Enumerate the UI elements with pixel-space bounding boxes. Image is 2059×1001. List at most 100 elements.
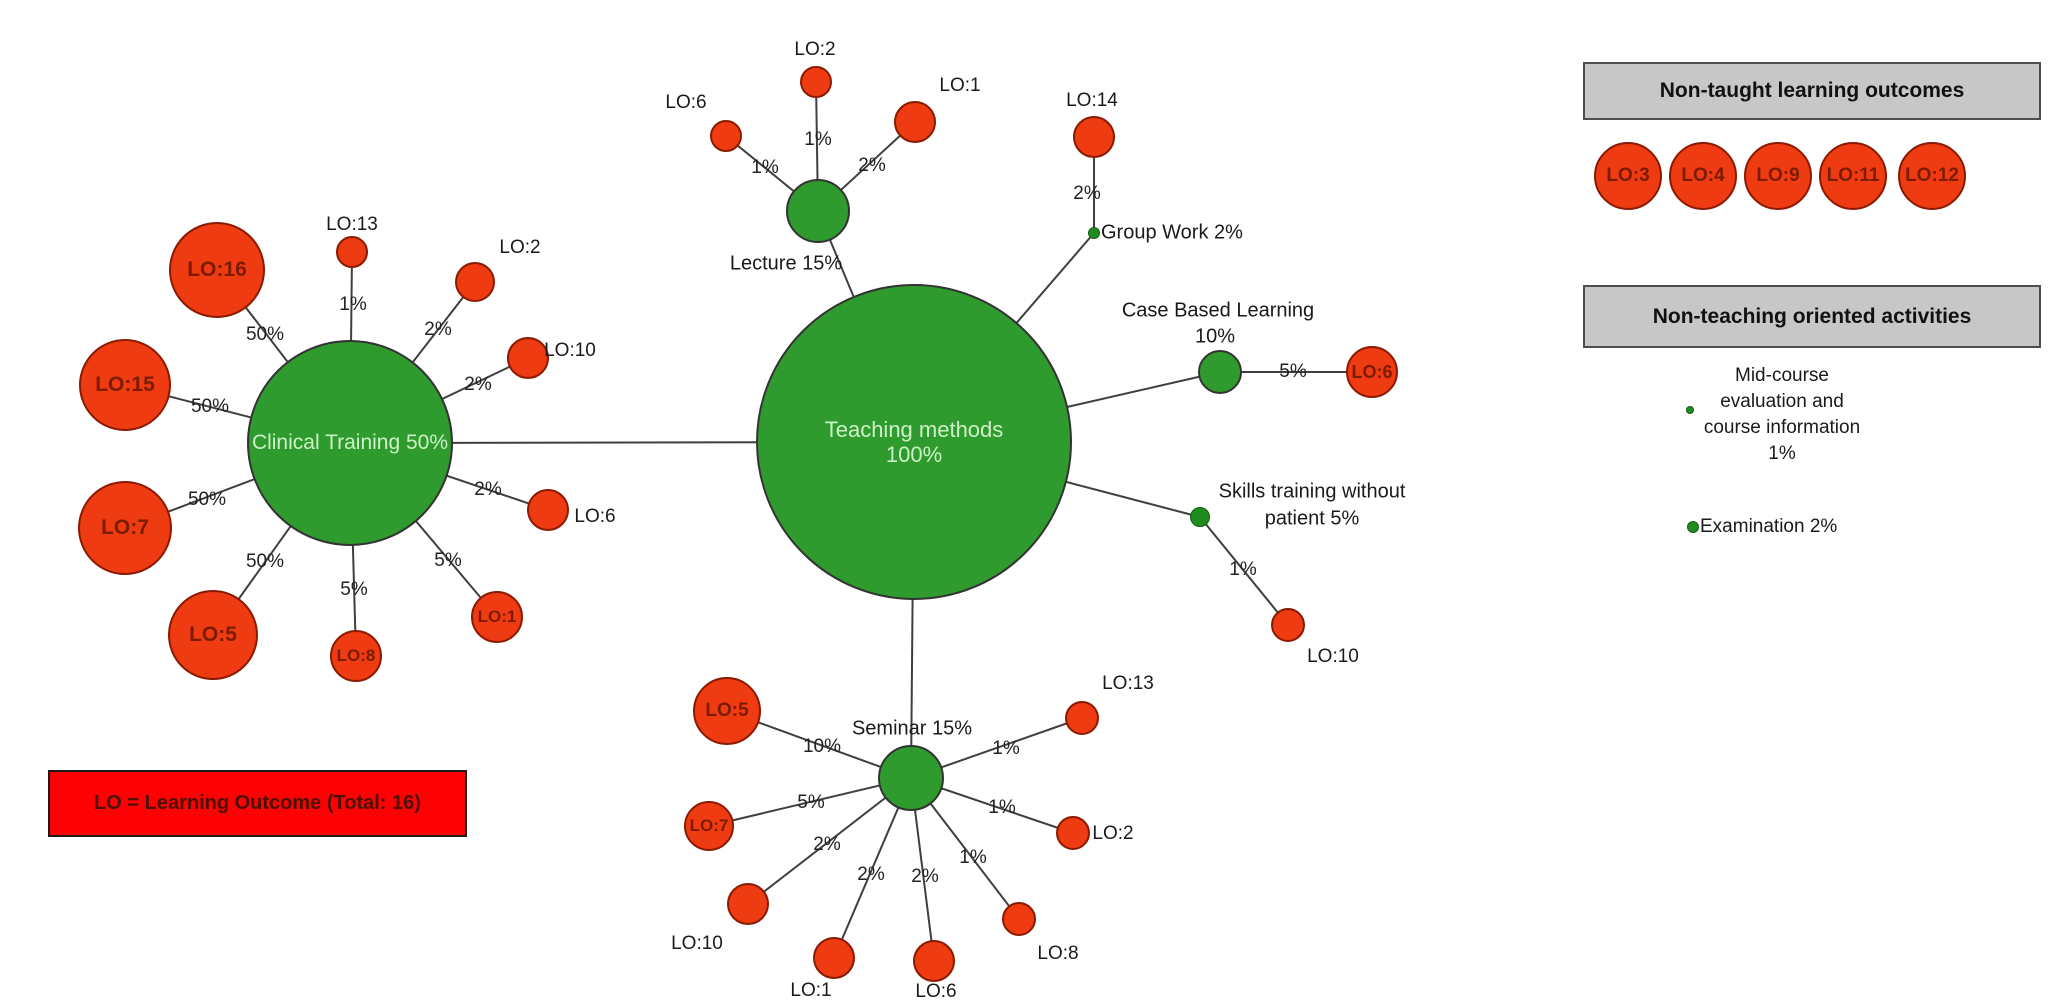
seminar-lo2-node bbox=[1056, 816, 1090, 850]
examination-node bbox=[1687, 521, 1699, 533]
seminar-lo1-pct: 2% bbox=[857, 864, 885, 885]
seminar-node bbox=[878, 745, 944, 811]
lecture-lo2-label: LO:2 bbox=[794, 39, 836, 60]
lecture-lo1-node bbox=[894, 101, 936, 143]
case-based-learning-title: Case Based Learning bbox=[1121, 299, 1315, 322]
seminar-lo1-label: LO:1 bbox=[790, 980, 832, 1001]
seminar-lo6-label: LO:6 bbox=[915, 981, 957, 1001]
teaching-methods-label-line1: Teaching methods bbox=[824, 416, 1004, 442]
skills-lo10-node bbox=[1271, 608, 1305, 642]
clinical-lo8-node: LO:8 bbox=[330, 630, 382, 682]
seminar-lo5-label: LO:5 bbox=[705, 700, 749, 722]
mid-course-line4: 1% bbox=[1768, 443, 1796, 464]
clinical-lo8-pct: 5% bbox=[340, 579, 368, 600]
seminar-lo8-pct: 1% bbox=[959, 847, 987, 868]
clinical-lo13-label: LO:13 bbox=[326, 214, 378, 235]
seminar-lo5-node: LO:5 bbox=[693, 677, 761, 745]
seminar-lo10-pct: 2% bbox=[813, 834, 841, 855]
seminar-lo2-label: LO:2 bbox=[1092, 823, 1134, 844]
clinical-lo16-node: LO:16 bbox=[169, 222, 265, 318]
groupwork-lo14-pct: 2% bbox=[1073, 183, 1101, 204]
clinical-lo16-pct: 50% bbox=[245, 324, 285, 345]
clinical-lo7-node: LO:7 bbox=[78, 481, 172, 575]
seminar-lo7-label: LO:7 bbox=[689, 816, 729, 836]
clinical-lo8-label: LO:8 bbox=[336, 646, 376, 666]
nontaught-lo9-label: LO:9 bbox=[1756, 165, 1800, 187]
lecture-lo1-label: LO:1 bbox=[939, 75, 981, 96]
nontaught-lo12-label: LO:12 bbox=[1905, 165, 1959, 187]
seminar-lo13-pct: 1% bbox=[992, 738, 1020, 759]
seminar-lo8-node bbox=[1002, 902, 1036, 936]
casebased-lo6-node: LO:6 bbox=[1346, 346, 1398, 398]
group-work-label: Group Work 2% bbox=[1101, 221, 1243, 244]
non-taught-title: Non-taught learning outcomes bbox=[1659, 79, 1965, 102]
lecture-lo6-label: LO:6 bbox=[665, 92, 707, 113]
seminar-lo6-pct: 2% bbox=[911, 866, 939, 887]
clinical-lo6-label: LO:6 bbox=[574, 506, 616, 527]
clinical-lo16-label: LO:16 bbox=[187, 257, 247, 281]
edge-seminar-lo7 bbox=[708, 777, 912, 827]
clinical-lo6-node bbox=[527, 489, 569, 531]
lecture-lo6-node bbox=[710, 120, 742, 152]
clinical-lo15-label: LO:15 bbox=[95, 372, 155, 396]
nontaught-lo11-label: LO:11 bbox=[1826, 165, 1880, 187]
clinical-training-label: Clinical Training 50% bbox=[251, 430, 449, 454]
non-teaching-header: Non-teaching oriented activities bbox=[1583, 285, 2041, 348]
clinical-lo1-pct: 5% bbox=[434, 550, 462, 571]
mid-course-line2: evaluation and bbox=[1720, 391, 1844, 412]
lecture-lo2-node bbox=[800, 66, 832, 98]
lecture-lo2-pct: 1% bbox=[804, 129, 832, 150]
clinical-lo10-label: LO:10 bbox=[544, 340, 596, 361]
casebased-lo6-pct: 5% bbox=[1279, 361, 1307, 382]
clinical-lo5-label: LO:5 bbox=[189, 622, 237, 646]
teaching-methods-node: Teaching methods 100% bbox=[756, 284, 1072, 600]
lecture-lo6-pct: 1% bbox=[751, 157, 779, 178]
clinical-lo7-label: LO:7 bbox=[101, 515, 149, 539]
lecture-lo1-pct: 2% bbox=[858, 155, 886, 176]
nontaught-lo11-node: LO:11 bbox=[1819, 142, 1887, 210]
clinical-training-node: Clinical Training 50% bbox=[247, 340, 453, 546]
edge-skills-lo10 bbox=[1199, 516, 1289, 626]
legend-box: LO = Learning Outcome (Total: 16) bbox=[48, 770, 467, 837]
skills-lo10-label: LO:10 bbox=[1307, 646, 1359, 667]
nontaught-lo12-node: LO:12 bbox=[1898, 142, 1966, 210]
clinical-lo5-node: LO:5 bbox=[168, 590, 258, 680]
nontaught-lo9-node: LO:9 bbox=[1744, 142, 1812, 210]
clinical-lo10-pct: 2% bbox=[464, 374, 492, 395]
seminar-lo10-label: LO:10 bbox=[671, 933, 723, 954]
clinical-lo2-label: LO:2 bbox=[499, 237, 541, 258]
skills-training-title-line2: patient 5% bbox=[1264, 507, 1360, 530]
teaching-methods-label-line2: 100% bbox=[885, 442, 943, 467]
group-work-node bbox=[1088, 227, 1100, 239]
clinical-lo7-pct: 50% bbox=[187, 489, 227, 510]
non-taught-header: Non-taught learning outcomes bbox=[1583, 62, 2041, 120]
seminar-lo5-pct: 10% bbox=[802, 736, 842, 757]
clinical-lo15-pct: 50% bbox=[190, 396, 230, 417]
clinical-lo1-label: LO:1 bbox=[477, 607, 517, 627]
casebased-lo6-label: LO:6 bbox=[1351, 361, 1393, 382]
lecture-label: Lecture 15% bbox=[729, 252, 843, 275]
clinical-lo13-pct: 1% bbox=[339, 294, 367, 315]
seminar-lo7-node: LO:7 bbox=[684, 801, 734, 851]
nontaught-lo3-node: LO:3 bbox=[1594, 142, 1662, 210]
mid-course-evaluation-node bbox=[1686, 406, 1694, 414]
seminar-lo1-node bbox=[813, 937, 855, 979]
mid-course-evaluation-text: Mid-course evaluation and course informa… bbox=[1652, 363, 1912, 467]
mid-course-line3: course information bbox=[1703, 417, 1861, 438]
clinical-lo5-pct: 50% bbox=[245, 551, 285, 572]
non-teaching-title: Non-teaching oriented activities bbox=[1652, 304, 1972, 328]
clinical-lo6-pct: 2% bbox=[474, 479, 502, 500]
skills-lo10-pct: 1% bbox=[1229, 559, 1257, 580]
mid-course-line1: Mid-course bbox=[1735, 365, 1829, 386]
nontaught-lo4-label: LO:4 bbox=[1681, 165, 1725, 187]
seminar-lo13-label: LO:13 bbox=[1102, 673, 1154, 694]
examination-label: Examination 2% bbox=[1700, 516, 1838, 537]
seminar-lo8-label: LO:8 bbox=[1037, 943, 1079, 964]
seminar-label: Seminar 15% bbox=[851, 717, 973, 740]
seminar-lo10-node bbox=[727, 883, 769, 925]
groupwork-lo14-node bbox=[1073, 116, 1115, 158]
lecture-node bbox=[786, 179, 850, 243]
clinical-lo13-node bbox=[336, 236, 368, 268]
seminar-lo7-pct: 5% bbox=[797, 792, 825, 813]
